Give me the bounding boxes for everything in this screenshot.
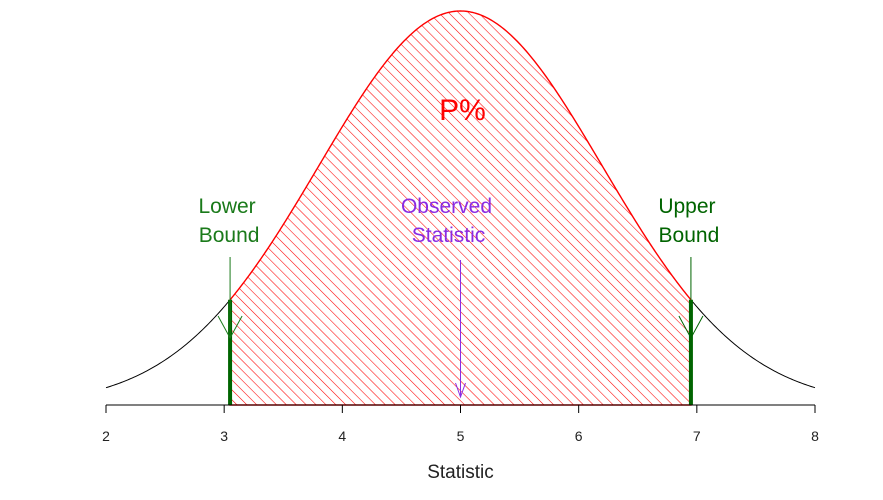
x-tick-label: 7 [693, 428, 701, 444]
shaded-probability-region [229, 10, 692, 406]
upper-bound-annotation: Upper Bound [658, 195, 720, 340]
curve-right-tail [690, 299, 816, 389]
upper-bound-label-line1: Upper [658, 195, 715, 218]
lower-bound-annotation: Lower Bound [198, 195, 260, 340]
lower-bound-arrow [217, 257, 243, 340]
x-tick-label: 8 [811, 428, 819, 444]
x-tick-label: 2 [102, 428, 110, 444]
upper-bound-label-line2: Bound [659, 224, 720, 247]
x-tick-label: 5 [457, 428, 465, 444]
observed-statistic-annotation: Observed Statistic [401, 195, 492, 399]
x-axis: 2 3 4 5 6 7 8 [102, 404, 819, 444]
probability-label: P% [439, 94, 486, 127]
observed-statistic-arrow [455, 260, 466, 399]
lower-bound-label-line1: Lower [198, 195, 255, 218]
x-axis-title: Statistic [427, 462, 494, 483]
upper-bound-arrow [678, 257, 704, 340]
x-tick-label: 3 [220, 428, 228, 444]
x-tick-label: 6 [575, 428, 583, 444]
curve-left-tail [105, 299, 231, 389]
lower-bound-label-line2: Bound [199, 224, 260, 247]
plot-area: P% Lower Bound Upper Bound Observed Stat… [105, 10, 816, 406]
observed-label-line1: Observed [401, 195, 492, 218]
x-tick-label: 4 [338, 428, 346, 444]
observed-label-line2: Statistic [412, 224, 486, 247]
